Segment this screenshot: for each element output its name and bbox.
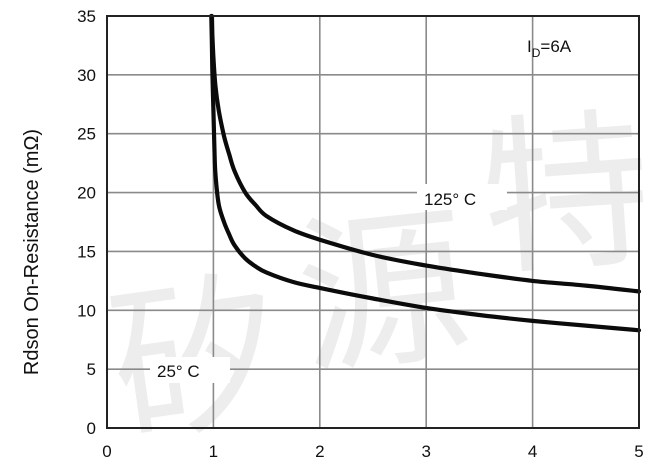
x-axis-ticks: 0 1 2 3 4 5 [102,442,643,461]
x-tick-label: 0 [102,442,111,461]
y-tick-label: 0 [87,419,96,438]
current-annotation-sub: D [532,46,541,60]
y-tick-label: 20 [77,184,96,203]
current-annotation-main: I [527,37,532,56]
y-tick-label: 10 [77,301,96,320]
y-tick-label: 25 [77,125,96,144]
series-25c-line [209,13,642,333]
y-tick-label: 30 [77,66,96,85]
label-25c-background [150,357,230,383]
x-tick-label: 2 [315,442,324,461]
x-tick-label: 5 [634,442,643,461]
watermark: 矽源特 [98,92,646,461]
y-tick-label: 15 [77,242,96,261]
x-tick-label: 3 [421,442,430,461]
y-tick-label: 35 [77,7,96,26]
label-125c: 125° C [424,190,476,209]
series-125c-line [209,13,642,294]
label-125c-background [417,184,507,210]
y-tick-label: 5 [87,360,96,379]
x-tick-label: 1 [209,442,218,461]
plot-frame [106,15,640,429]
y-axis-label: Rdson On-Resistance (mΩ) [21,129,43,375]
y-axis-ticks: 0 5 10 15 20 25 30 35 [77,7,96,438]
curves [209,13,642,333]
label-25c: 25° C [157,362,200,381]
watermark-char: 矽 [98,251,294,461]
x-tick-label: 4 [528,442,537,461]
current-annotation-tail: =6A [540,37,571,56]
current-annotation: ID=6A [527,37,572,60]
